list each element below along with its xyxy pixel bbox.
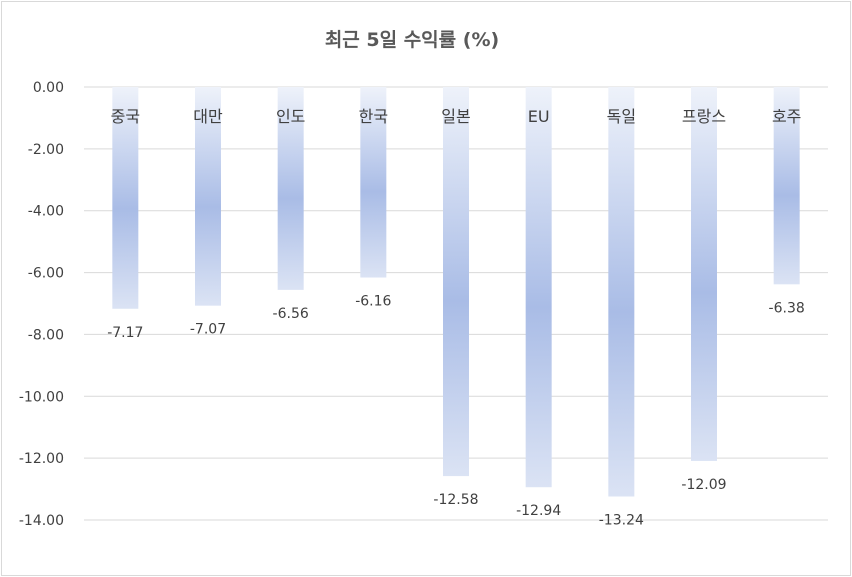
data-label: -7.17 bbox=[107, 325, 143, 341]
data-label: -6.38 bbox=[769, 300, 805, 316]
label-layer: 0.00 -2.00 -4.00 -6.00 -8.00 -10.00 -12.00 -14.… bbox=[19, 80, 805, 529]
category-label: EU bbox=[528, 107, 550, 126]
data-label: -6.16 bbox=[355, 294, 391, 310]
bar bbox=[773, 87, 800, 285]
bar bbox=[360, 87, 387, 278]
y-tick-label: -10.00 bbox=[19, 389, 64, 405]
data-label: -12.58 bbox=[433, 492, 478, 508]
bar bbox=[112, 87, 139, 309]
y-tick-label: -4.00 bbox=[28, 204, 64, 220]
category-label: 독일 bbox=[607, 107, 636, 126]
category-label: 한국 bbox=[359, 107, 388, 126]
category-label: 호주 bbox=[772, 107, 801, 126]
data-label: -13.24 bbox=[599, 512, 644, 528]
bar bbox=[195, 87, 221, 306]
data-label: -7.07 bbox=[190, 322, 226, 338]
bar bbox=[691, 87, 717, 461]
category-label: 프랑스 bbox=[682, 107, 726, 126]
chart-title: 최근 5일 수익률 (%) bbox=[325, 29, 499, 51]
y-tick-label: 0.00 bbox=[33, 80, 64, 96]
data-label: -12.09 bbox=[681, 477, 726, 493]
bar bbox=[277, 87, 304, 290]
bar bbox=[608, 87, 635, 497]
bar bbox=[525, 87, 552, 488]
category-label: 일본 bbox=[441, 107, 470, 126]
category-label: 인도 bbox=[276, 107, 305, 126]
y-tick-label: -2.00 bbox=[28, 142, 64, 158]
category-label: 대만 bbox=[193, 107, 223, 126]
category-label: 중국 bbox=[111, 107, 140, 126]
y-tick-label: -8.00 bbox=[28, 327, 64, 343]
data-label: -12.94 bbox=[516, 503, 561, 519]
y-tick-label: -12.00 bbox=[19, 451, 64, 467]
y-tick-label: -14.00 bbox=[19, 513, 64, 529]
y-tick-label: -6.00 bbox=[28, 266, 64, 282]
bar bbox=[443, 87, 469, 477]
data-label: -6.56 bbox=[273, 306, 309, 322]
bar-layer bbox=[112, 87, 800, 497]
